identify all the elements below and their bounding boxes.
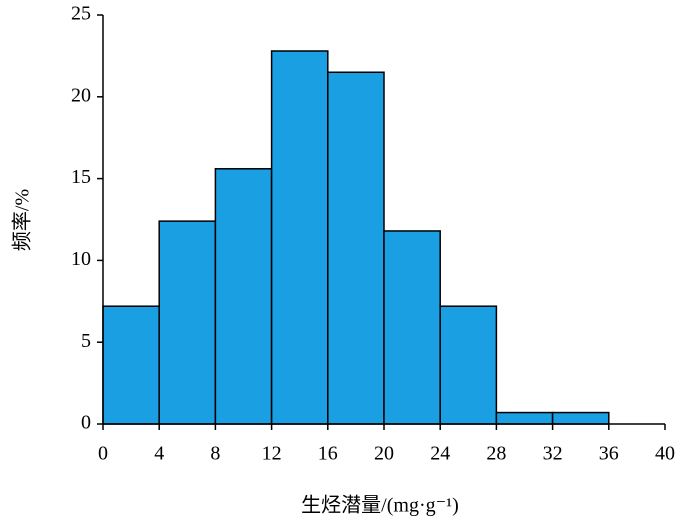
- x-tick-label: 32: [543, 443, 563, 465]
- x-tick-label: 0: [98, 443, 108, 465]
- x-tick-label: 4: [154, 443, 164, 465]
- bar: [439, 305, 498, 425]
- x-axis-label: 生烃潜量/(mg·g⁻¹): [301, 494, 459, 517]
- x-tick-label: 36: [599, 443, 619, 465]
- x-tick-label: 40: [655, 443, 675, 465]
- y-tick-label: 5: [81, 330, 91, 352]
- bar: [383, 230, 441, 425]
- y-tick-label: 10: [71, 248, 91, 270]
- y-tick-label: 15: [71, 166, 91, 188]
- bar: [158, 220, 217, 425]
- bar: [327, 71, 385, 425]
- x-tick-label: 8: [210, 443, 220, 465]
- y-axis-label: 频率/%: [11, 189, 34, 251]
- bar: [270, 50, 329, 425]
- x-tick-label: 12: [262, 443, 282, 465]
- x-tick-label: 24: [430, 443, 450, 465]
- x-tick-label: 28: [486, 443, 506, 465]
- bar: [214, 168, 273, 425]
- y-tick-label: 20: [71, 84, 91, 106]
- bar: [102, 305, 160, 425]
- bar: [495, 411, 554, 425]
- y-tick-label: 25: [71, 3, 91, 25]
- y-tick-label: 0: [81, 412, 91, 434]
- bar: [551, 411, 610, 425]
- x-tick-label: 16: [318, 443, 338, 465]
- x-tick-label: 20: [374, 443, 394, 465]
